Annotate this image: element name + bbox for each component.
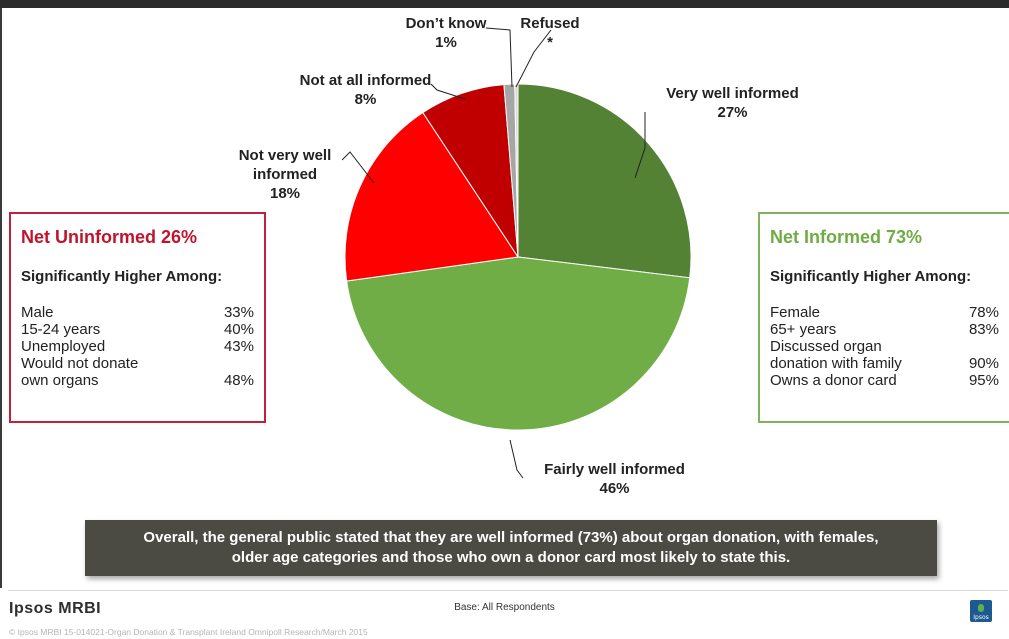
table-row: Male 33% xyxy=(21,304,254,321)
slice-label-very-well: Very well informed 27% xyxy=(666,85,799,121)
row-label: donation with family xyxy=(770,355,902,372)
table-row: donation with family 90% xyxy=(770,355,999,372)
row-label: Discussed organ xyxy=(770,338,882,355)
table-row: own organs 48% xyxy=(21,372,254,389)
row-label: 65+ years xyxy=(770,321,837,338)
slice-label-dont-know: Don’t know 1% xyxy=(405,15,487,51)
net-informed-box: Net Informed 73% Significantly Higher Am… xyxy=(758,212,1009,423)
table-row: Unemployed 43% xyxy=(21,338,254,355)
row-label: Unemployed xyxy=(21,338,106,355)
row-label: Owns a donor card xyxy=(770,372,897,389)
ipsos-badge-icon: Ipsos xyxy=(970,600,992,622)
leader-line xyxy=(485,27,513,88)
ipsos-mrbi-logo: Ipsos MRBI xyxy=(9,600,102,617)
table-row: Would not donate xyxy=(21,355,254,372)
row-value: 95% xyxy=(968,372,999,389)
row-label: Female xyxy=(770,304,821,321)
row-value: 33% xyxy=(223,304,254,321)
row-value: 43% xyxy=(223,338,254,355)
summary-line-1: Overall, the general public stated that … xyxy=(143,529,879,546)
top-bar xyxy=(0,0,1009,8)
table-row: Owns a donor card 95% xyxy=(770,372,999,389)
slice-label-refused: Refused * xyxy=(520,15,580,51)
summary-line-2: older age categories and those who own a… xyxy=(231,549,791,566)
slice-label-fairly-well: Fairly well informed 46% xyxy=(544,461,685,497)
summary-banner: Overall, the general public stated that … xyxy=(85,520,937,576)
pie-slice xyxy=(517,83,692,279)
base-note: Base: All Respondents xyxy=(454,602,555,613)
table-row: 65+ years 83% xyxy=(770,321,999,338)
net-uninformed-table: Male 33% 15-24 years 40% Unemployed 43% Wou… xyxy=(21,304,254,389)
row-label: 15-24 years xyxy=(21,321,101,338)
table-row: 15-24 years 40% xyxy=(21,321,254,338)
pie-slice xyxy=(346,256,691,431)
slice-label-not-at-all: Not at all informed 8% xyxy=(299,72,432,108)
row-label: Male xyxy=(21,304,54,321)
row-value: 48% xyxy=(223,372,254,389)
net-informed-table: Female 78% 65+ years 83% Discussed organ d… xyxy=(770,304,999,389)
row-value: 90% xyxy=(968,355,999,372)
leader-line xyxy=(634,112,646,179)
net-informed-title: Net Informed 73% xyxy=(770,227,923,247)
row-label: Would not donate xyxy=(21,355,139,372)
row-value: 78% xyxy=(968,304,999,321)
leader-line xyxy=(515,29,552,88)
leader-line xyxy=(509,439,524,479)
row-label: own organs xyxy=(21,372,99,389)
row-value xyxy=(956,338,999,355)
net-uninformed-box: Net Uninformed 26% Significantly Higher … xyxy=(9,212,266,423)
row-value: 40% xyxy=(223,321,254,338)
table-row: Female 78% xyxy=(770,304,999,321)
leader-line xyxy=(341,151,375,184)
slice-label-not-very-well: Not very well informed 18% xyxy=(238,147,332,202)
table-row: Discussed organ xyxy=(770,338,999,355)
left-edge-line xyxy=(0,8,2,588)
pie-slice xyxy=(344,111,519,282)
net-uninformed-subtitle: Significantly Higher Among: xyxy=(21,268,223,285)
net-uninformed-title: Net Uninformed 26% xyxy=(21,227,198,247)
leader-line xyxy=(430,83,466,100)
footer-divider xyxy=(8,590,1008,591)
copyright-text: © Ipsos MRBI 15-014021-Organ Donation & … xyxy=(9,627,368,637)
net-informed-subtitle: Significantly Higher Among: xyxy=(770,268,972,285)
ipsos-badge-text: Ipsos xyxy=(973,614,989,621)
row-value xyxy=(207,355,255,372)
row-value: 83% xyxy=(968,321,999,338)
